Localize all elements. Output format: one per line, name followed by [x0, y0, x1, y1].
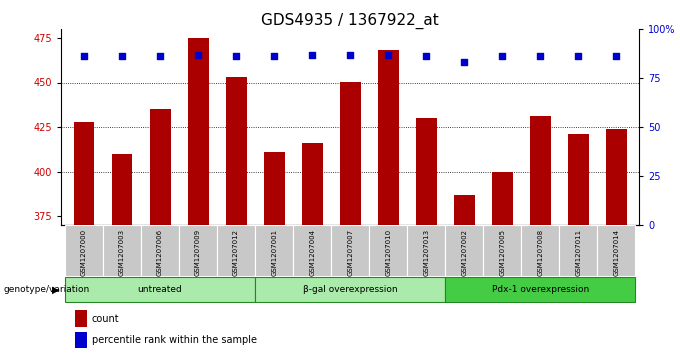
- Bar: [378, 50, 398, 225]
- Bar: [492, 172, 513, 225]
- Bar: [597, 225, 635, 276]
- Bar: [75, 310, 87, 327]
- Bar: [530, 117, 551, 225]
- Point: [497, 54, 508, 60]
- Bar: [73, 122, 95, 225]
- Bar: [522, 225, 560, 276]
- Text: GSM1207010: GSM1207010: [386, 229, 391, 276]
- Text: GSM1207014: GSM1207014: [613, 229, 619, 276]
- Bar: [568, 134, 589, 225]
- Bar: [75, 332, 87, 348]
- Text: GSM1207013: GSM1207013: [423, 229, 429, 276]
- Point: [611, 54, 622, 60]
- Bar: [445, 225, 483, 276]
- Text: Pdx-1 overexpression: Pdx-1 overexpression: [492, 285, 589, 294]
- Bar: [179, 225, 217, 276]
- Bar: [65, 277, 255, 302]
- Text: ▶: ▶: [52, 285, 60, 295]
- Text: β-gal overexpression: β-gal overexpression: [303, 285, 398, 294]
- Point: [154, 54, 165, 60]
- Bar: [217, 225, 255, 276]
- Point: [421, 54, 432, 60]
- Bar: [103, 225, 141, 276]
- Point: [459, 60, 470, 65]
- Text: percentile rank within the sample: percentile rank within the sample: [92, 335, 257, 346]
- Bar: [65, 225, 103, 276]
- Bar: [141, 225, 179, 276]
- Bar: [483, 225, 522, 276]
- Bar: [255, 225, 293, 276]
- Text: GSM1207008: GSM1207008: [537, 229, 543, 276]
- Text: GSM1207005: GSM1207005: [499, 229, 505, 276]
- Point: [116, 54, 127, 60]
- Bar: [150, 109, 171, 225]
- Bar: [415, 118, 437, 225]
- Bar: [369, 225, 407, 276]
- Bar: [255, 277, 445, 302]
- Text: genotype/variation: genotype/variation: [3, 285, 90, 294]
- Text: GSM1207007: GSM1207007: [347, 229, 353, 276]
- Title: GDS4935 / 1367922_at: GDS4935 / 1367922_at: [261, 13, 439, 29]
- Text: GSM1207012: GSM1207012: [233, 229, 239, 276]
- Point: [307, 52, 318, 57]
- Bar: [331, 225, 369, 276]
- Text: GSM1207002: GSM1207002: [461, 229, 467, 276]
- Bar: [293, 225, 331, 276]
- Text: GSM1207000: GSM1207000: [81, 229, 87, 276]
- Point: [192, 52, 203, 57]
- Text: GSM1207001: GSM1207001: [271, 229, 277, 276]
- Bar: [560, 225, 597, 276]
- Point: [383, 52, 394, 57]
- Bar: [264, 152, 285, 225]
- Bar: [302, 143, 322, 225]
- Point: [573, 54, 584, 60]
- Bar: [407, 225, 445, 276]
- Bar: [226, 77, 247, 225]
- Text: GSM1207006: GSM1207006: [157, 229, 163, 276]
- Bar: [188, 38, 209, 225]
- Text: GSM1207011: GSM1207011: [575, 229, 581, 276]
- Bar: [340, 82, 360, 225]
- Point: [535, 54, 546, 60]
- Bar: [606, 129, 627, 225]
- Point: [269, 54, 279, 60]
- Text: GSM1207009: GSM1207009: [195, 229, 201, 276]
- Bar: [454, 195, 475, 225]
- Text: untreated: untreated: [137, 285, 182, 294]
- Text: GSM1207004: GSM1207004: [309, 229, 315, 276]
- Point: [231, 54, 241, 60]
- Point: [345, 52, 356, 57]
- Point: [79, 54, 90, 60]
- Bar: [445, 277, 635, 302]
- Text: GSM1207003: GSM1207003: [119, 229, 125, 276]
- Bar: [112, 154, 133, 225]
- Text: count: count: [92, 314, 120, 324]
